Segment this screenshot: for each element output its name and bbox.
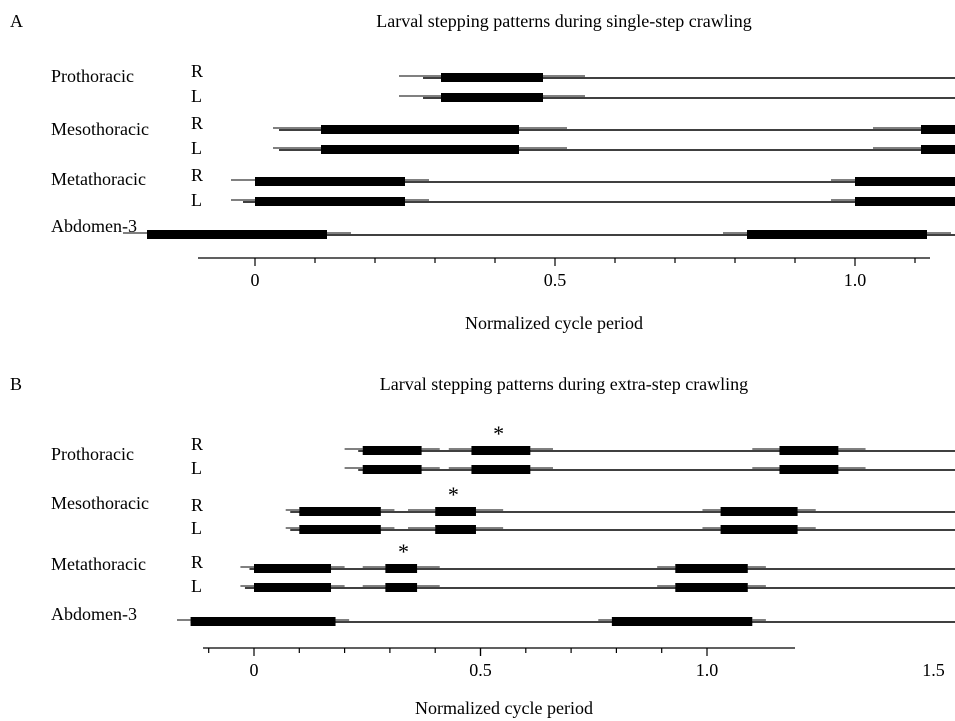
group-label: Mesothoracic (51, 493, 149, 513)
side-label: L (191, 518, 202, 538)
stance-bar (254, 564, 332, 573)
stance-bar (190, 617, 336, 626)
significance-asterisk: * (448, 482, 459, 507)
stance-bar (747, 230, 927, 239)
panel-a-xlabel: Normalized cycle period (465, 313, 643, 333)
stance-bar (385, 583, 418, 592)
side-label: R (191, 495, 203, 515)
group-label: Metathoracic (51, 169, 146, 189)
stance-bar (855, 197, 955, 206)
panel-b-xlabel: Normalized cycle period (415, 698, 593, 718)
stance-bar (254, 583, 332, 592)
panel-a: A Larval stepping patterns during single… (10, 11, 955, 333)
group-label: Mesothoracic (51, 119, 149, 139)
side-label: R (191, 61, 203, 81)
side-label: R (191, 434, 203, 454)
x-tick-label: 1.0 (696, 660, 719, 680)
panel-b: B Larval stepping patterns during extra-… (10, 374, 955, 718)
stance-bar (720, 525, 798, 534)
stance-bar (255, 177, 405, 186)
panel-a-marks: 00.51.01.52.0ProthoracicRLMesothoracicRL… (51, 61, 955, 290)
stance-bar (471, 465, 531, 474)
stance-bar (435, 507, 476, 516)
group-label: Abdomen-3 (51, 604, 137, 624)
stance-bar (921, 145, 955, 154)
stance-bar (441, 93, 543, 102)
x-tick-label: 0 (251, 270, 260, 290)
stance-bar (720, 507, 798, 516)
stance-bar (147, 230, 327, 239)
group-label: Metathoracic (51, 554, 146, 574)
stance-bar (779, 446, 839, 455)
side-label: L (191, 190, 202, 210)
side-label: L (191, 86, 202, 106)
stance-bar (921, 125, 955, 134)
panel-a-label: A (10, 11, 23, 31)
stance-bar (855, 177, 955, 186)
side-label: R (191, 113, 203, 133)
stance-bar (611, 617, 753, 626)
stance-bar (299, 525, 381, 534)
stance-bar (435, 525, 476, 534)
stance-bar (299, 507, 381, 516)
x-tick-label: 0.5 (469, 660, 492, 680)
side-label: L (191, 576, 202, 596)
stance-bar (255, 197, 405, 206)
significance-asterisk: * (493, 421, 504, 446)
side-label: R (191, 165, 203, 185)
x-tick-label: 1.5 (922, 660, 945, 680)
side-label: L (191, 138, 202, 158)
stance-bar (362, 465, 422, 474)
x-tick-label: 0 (250, 660, 259, 680)
x-tick-label: 1.0 (844, 270, 867, 290)
side-label: R (191, 552, 203, 572)
stance-bar (385, 564, 418, 573)
group-label: Prothoracic (51, 444, 134, 464)
panel-a-title: Larval stepping patterns during single-s… (376, 11, 751, 31)
group-label: Abdomen-3 (51, 216, 137, 236)
x-tick-label: 0.5 (544, 270, 567, 290)
panel-b-label: B (10, 374, 22, 394)
stance-bar (471, 446, 531, 455)
stance-bar (675, 564, 748, 573)
panel-b-title: Larval stepping patterns during extra-st… (380, 374, 748, 394)
stance-bar (779, 465, 839, 474)
group-label: Prothoracic (51, 66, 134, 86)
stance-bar (441, 73, 543, 82)
stance-bar (321, 145, 519, 154)
stance-bar (321, 125, 519, 134)
significance-asterisk: * (398, 539, 409, 564)
stance-bar (675, 583, 748, 592)
stance-bar (362, 446, 422, 455)
side-label: L (191, 458, 202, 478)
